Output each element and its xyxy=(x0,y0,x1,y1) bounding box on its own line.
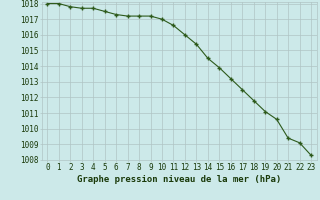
X-axis label: Graphe pression niveau de la mer (hPa): Graphe pression niveau de la mer (hPa) xyxy=(77,175,281,184)
